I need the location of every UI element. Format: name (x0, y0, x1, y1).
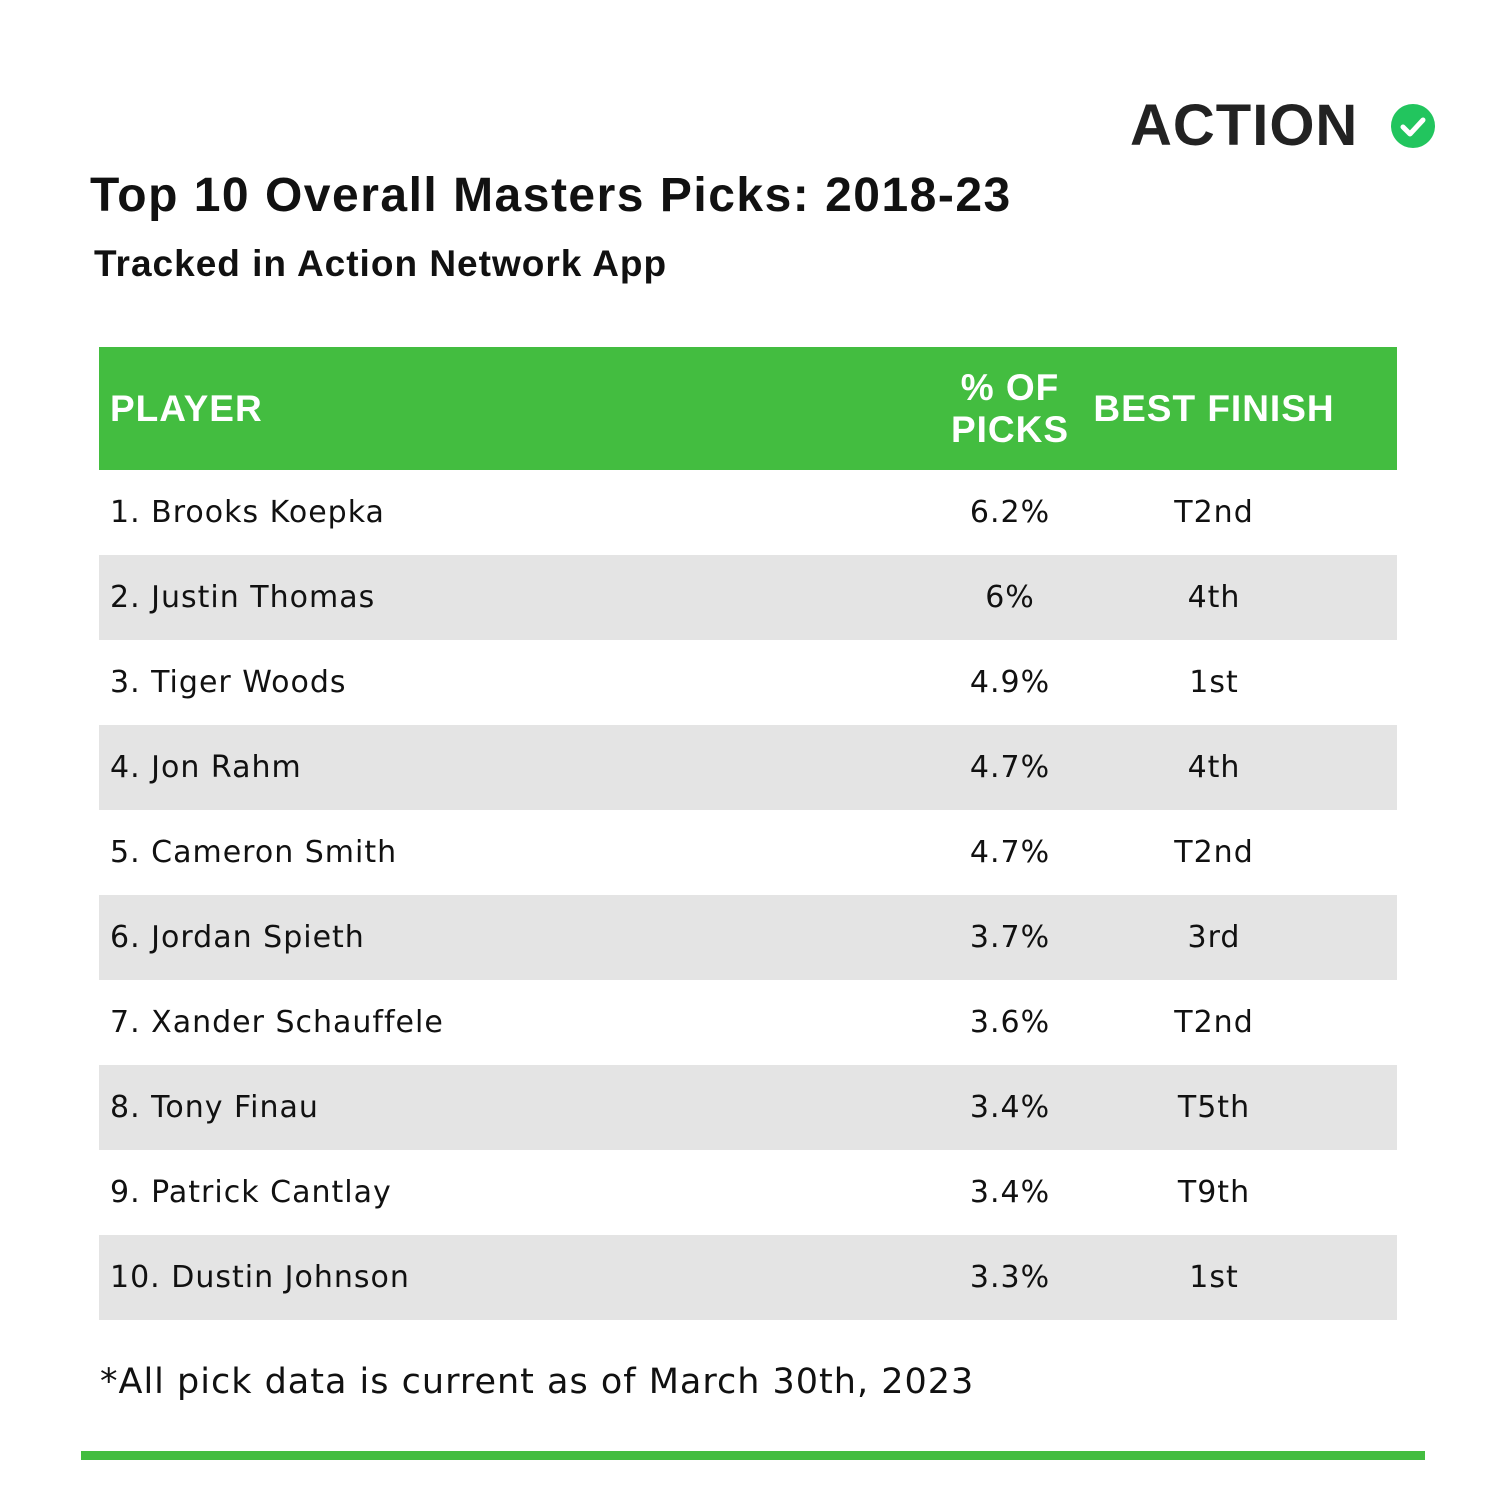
table-row: 2. Justin Thomas 6% 4th (99, 555, 1397, 640)
table-row: 6. Jordan Spieth 3.7% 3rd (99, 895, 1397, 980)
table-row: 9. Patrick Cantlay 3.4% T9th (99, 1150, 1397, 1235)
table-cell: T2nd (1174, 495, 1254, 530)
table-cell: 7. Xander Schauffele (110, 1005, 444, 1040)
table-cell: 6.2% (969, 495, 1051, 530)
table-cell: 1st (1189, 665, 1239, 700)
footer-bar (81, 1451, 1425, 1460)
table-cell: 3. Tiger Woods (110, 665, 347, 700)
table-row: 8. Tony Finau 3.4% T5th (99, 1065, 1397, 1150)
table-cell: T2nd (1174, 1005, 1254, 1040)
table-row: 1. Brooks Koepka 6.2% T2nd (99, 470, 1397, 555)
table-cell: 3rd (1187, 920, 1241, 955)
table-cell: 5. Cameron Smith (110, 835, 398, 870)
table-cell: 9. Patrick Cantlay (110, 1175, 392, 1210)
table-cell: 6. Jordan Spieth (110, 920, 365, 955)
table-cell: 6% (985, 580, 1035, 615)
table-cell: 3.7% (969, 920, 1051, 955)
table-cell: 3.4% (969, 1090, 1051, 1125)
header-cell: BEST FINISH (1093, 387, 1335, 429)
table-cell: 4.7% (969, 835, 1051, 870)
logo: ACTION (1130, 93, 1359, 158)
table-cell: 10. Dustin Johnson (110, 1260, 410, 1295)
subtitle: Tracked in Action Network App (94, 243, 668, 284)
header-row: PLAYER % OF PICKS BEST FINISH (99, 347, 1397, 470)
table-cell: T2nd (1174, 835, 1254, 870)
header-cell: PLAYER (110, 387, 263, 429)
footnote: *All pick data is current as of March 30… (100, 1362, 975, 1402)
table-cell: 4th (1187, 750, 1241, 785)
table-cell: 1st (1189, 1260, 1239, 1295)
title: Top 10 Overall Masters Picks: 2018-23 (90, 169, 1012, 222)
table-cell: 8. Tony Finau (110, 1090, 319, 1125)
table: PLAYER % OF PICKS BEST FINISH 1. Brooks Koe… (99, 347, 1397, 1320)
table-cell: 1. Brooks Koepka (110, 495, 385, 530)
table-cell: 4th (1187, 580, 1241, 615)
table-cell: 4. Jon Rahm (110, 750, 302, 785)
table-cell: T9th (1177, 1175, 1251, 1210)
table-cell: 4.9% (969, 665, 1051, 700)
table-row: 7. Xander Schauffele 3.6% T2nd (99, 980, 1397, 1065)
logo-check (1391, 104, 1435, 148)
table-cell: 3.6% (969, 1005, 1051, 1040)
table-row: 10. Dustin Johnson 3.3% 1st (99, 1235, 1397, 1320)
table-cell: 2. Justin Thomas (110, 580, 376, 615)
header-cell: % OF PICKS (950, 366, 1070, 450)
table-cell: 3.3% (969, 1260, 1051, 1295)
table-row: 4. Jon Rahm 4.7% 4th (99, 725, 1397, 810)
table-cell: 3.4% (969, 1175, 1051, 1210)
table-row: 5. Cameron Smith 4.7% T2nd (99, 810, 1397, 895)
table-row: 3. Tiger Woods 4.9% 1st (99, 640, 1397, 725)
table-cell: 4.7% (969, 750, 1051, 785)
table-cell: T5th (1177, 1090, 1251, 1125)
